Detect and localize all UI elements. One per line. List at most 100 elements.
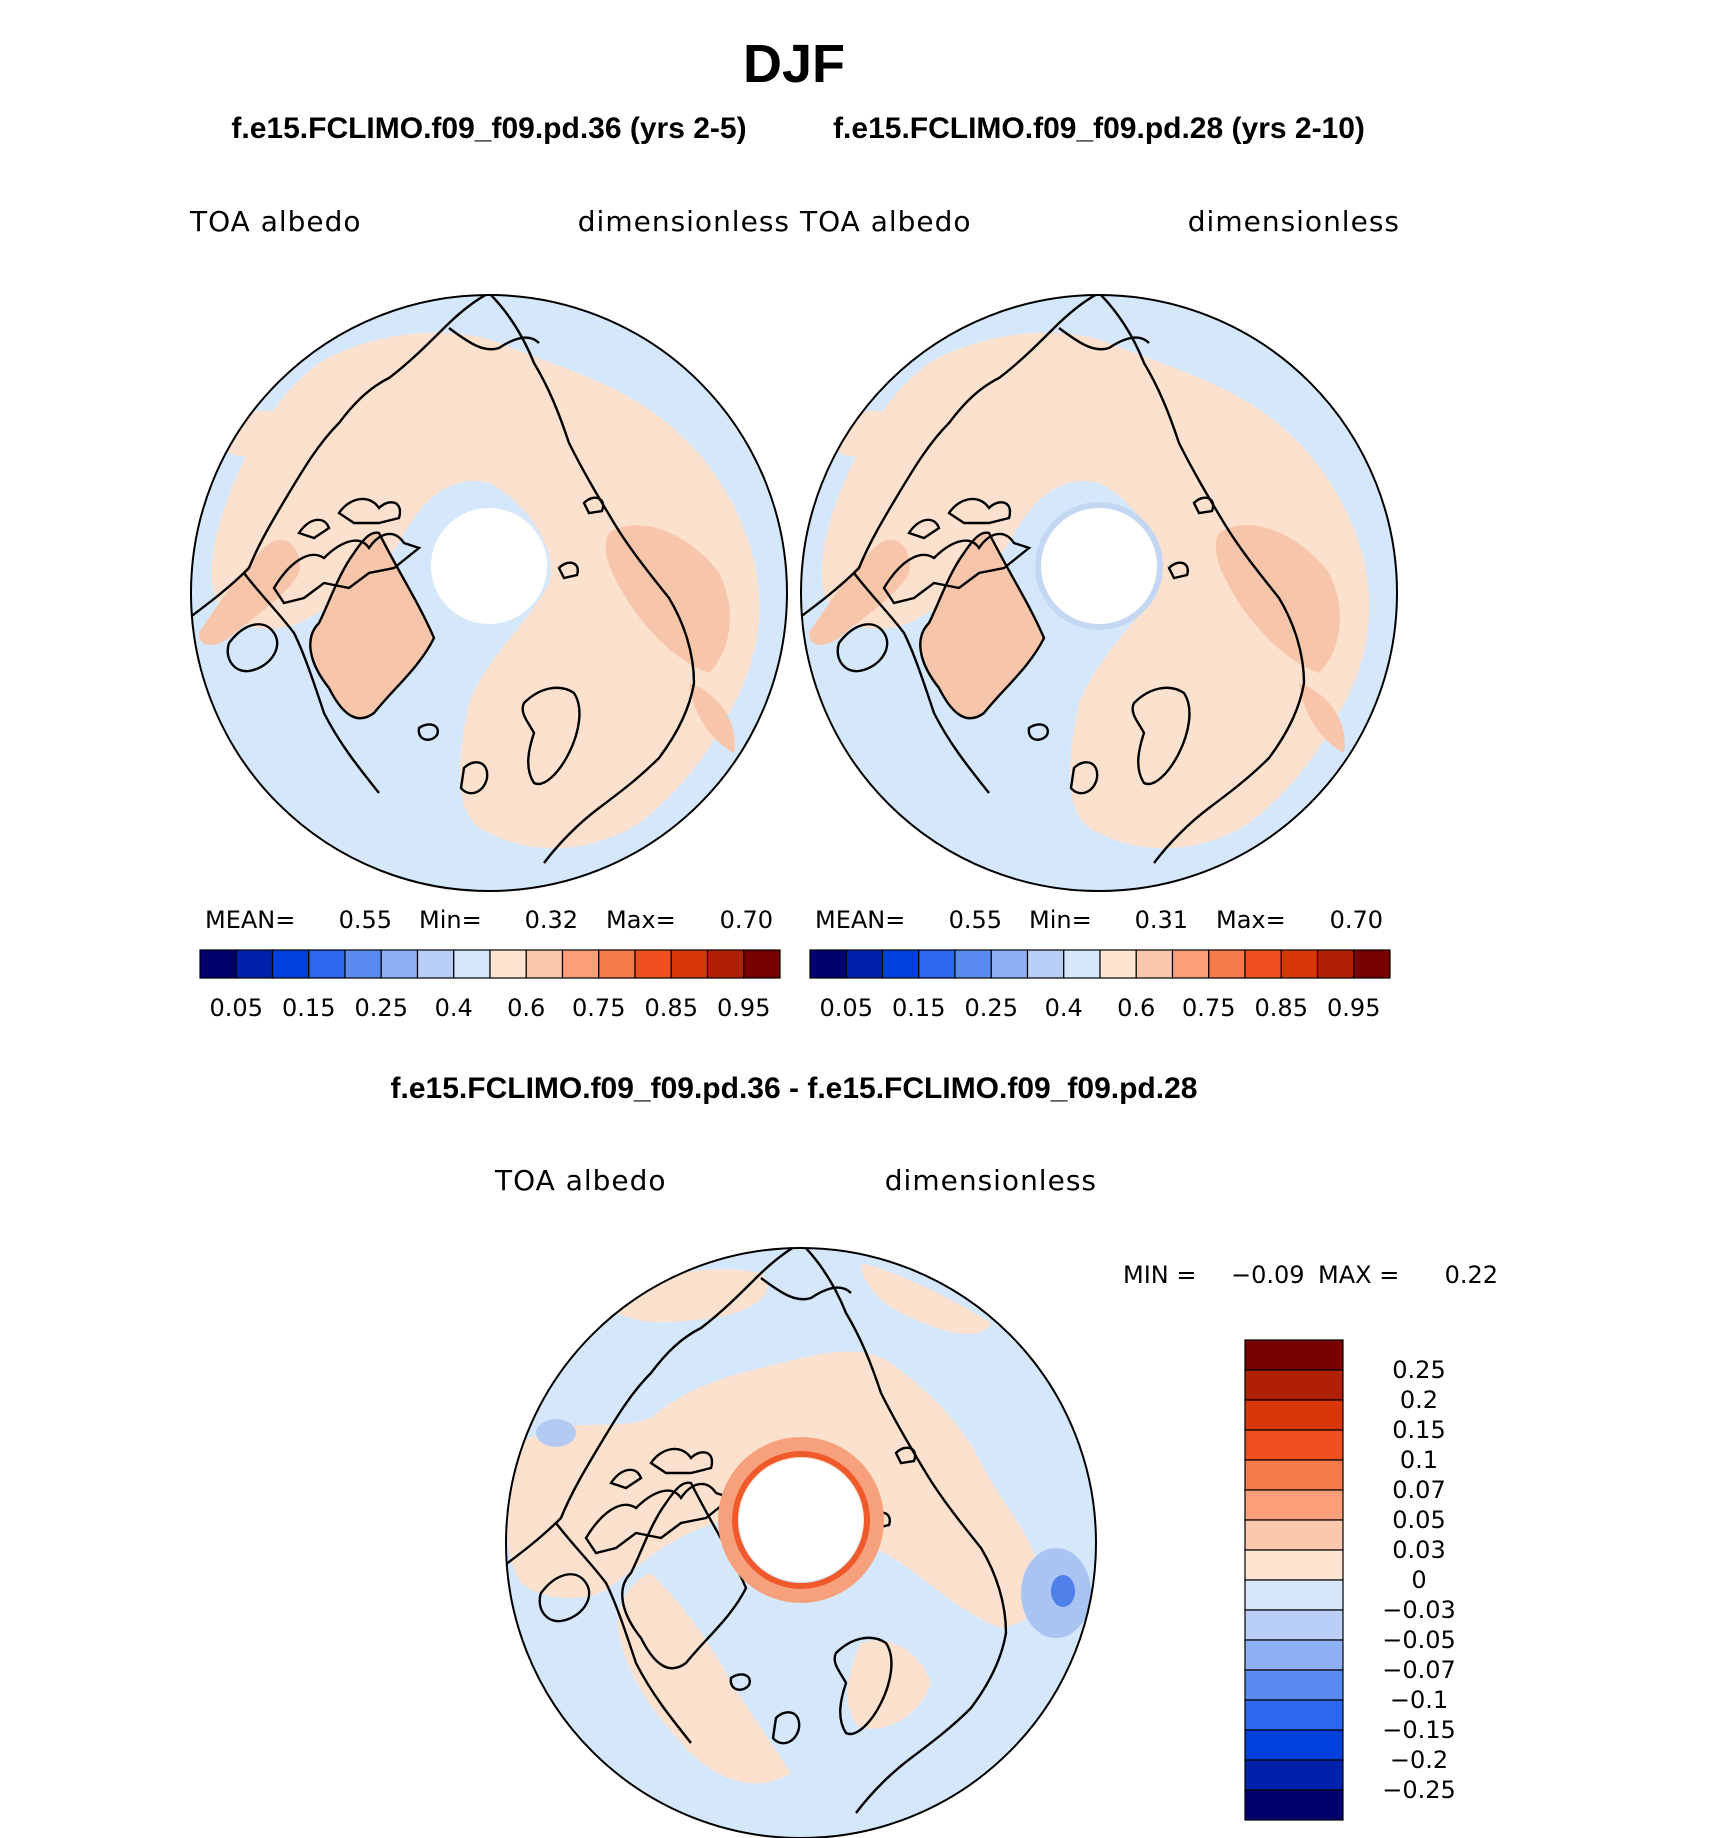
colorbar-swatch <box>1099 949 1137 979</box>
colorbar-swatch <box>1244 1429 1344 1461</box>
colorbar-tick-label: 0.85 <box>1255 994 1308 1022</box>
colorbar-tick-label: 0.25 <box>965 994 1018 1022</box>
panel-c-units: dimensionless <box>885 1164 1097 1197</box>
colorbar-swatch <box>1208 949 1246 979</box>
panel-a-min-label: Min= <box>419 906 482 934</box>
panel-c-max-value: 0.22 <box>1445 1261 1498 1289</box>
colorbar-swatch <box>235 949 274 979</box>
colorbar-swatch <box>598 949 636 979</box>
colorbar-swatch <box>1244 1699 1344 1731</box>
colorbar-tick-label: 0.75 <box>1182 994 1235 1022</box>
colorbar-tick-label: 0.25 <box>355 994 408 1022</box>
colorbar-swatch <box>743 949 781 979</box>
colorbar-swatch <box>1316 949 1355 979</box>
colorbar-swatch <box>809 949 847 979</box>
colorbar-swatch <box>525 949 564 979</box>
colorbar-tick-label: 0.05 <box>210 994 263 1022</box>
colorbar-tick-label: 0.2 <box>1400 1386 1438 1414</box>
colorbar-swatch <box>670 949 709 979</box>
colorbar-tick-label: 0.1 <box>1400 1446 1438 1474</box>
colorbar-tick-label: 0 <box>1411 1566 1426 1594</box>
panel-header-right: f.e15.FCLIMO.f09_f09.pd.28 (yrs 2-10) <box>833 112 1365 145</box>
colorbar-tick-label: 0.6 <box>507 994 545 1022</box>
colorbar-swatch <box>380 949 419 979</box>
colorbar-swatch <box>1244 1729 1344 1761</box>
panel-b-max-label: Max= <box>1216 906 1286 934</box>
colorbar-swatch <box>1244 1549 1344 1581</box>
colorbar-tick-label: 0.15 <box>282 994 335 1022</box>
panel-c-polar-gap <box>739 1458 863 1582</box>
panel-a-variable: TOA albedo <box>189 205 362 238</box>
colorbar-swatch <box>344 949 382 979</box>
panel-b-min-value: 0.31 <box>1135 906 1188 934</box>
colorbar-tick-label: 0.6 <box>1117 994 1155 1022</box>
colorbar-tick-label: 0.03 <box>1392 1536 1445 1564</box>
colorbar-swatch <box>489 949 527 979</box>
colorbar-tick-label: 0.15 <box>892 994 945 1022</box>
panel-c-map <box>506 1248 1096 1838</box>
colorbar-swatch <box>1244 1459 1344 1491</box>
colorbar-swatch <box>308 949 346 979</box>
colorbar-swatch <box>1244 1759 1344 1791</box>
panel-c-polar-ring-outer <box>718 1437 884 1603</box>
colorbar-swatch <box>1135 949 1174 979</box>
panel-a-colorbar: 0.05 0.15 0.25 0.4 0.6 0.75 0.85 0.95 <box>199 949 781 1022</box>
panel-b-min-label: Min= <box>1029 906 1092 934</box>
colorbar-tick-label: 0.25 <box>1392 1356 1445 1384</box>
colorbar-tick-label: −0.2 <box>1390 1746 1448 1774</box>
panel-a-map <box>191 295 787 891</box>
panel-c-max-label: MAX = <box>1318 1261 1399 1289</box>
colorbar-swatch <box>1244 1639 1344 1671</box>
panel-b-mean-value: 0.55 <box>949 906 1002 934</box>
panel-a-mean-label: MEAN= <box>205 906 295 934</box>
colorbar-swatch <box>271 949 310 979</box>
diff-header: f.e15.FCLIMO.f09_f09.pd.36 - f.e15.FCLIM… <box>391 1072 1198 1105</box>
panel-a-mean-value: 0.55 <box>339 906 392 934</box>
colorbar-swatch <box>453 949 491 979</box>
colorbar-tick-label: 0.85 <box>645 994 698 1022</box>
panel-c-polar-ring-inner <box>732 1451 870 1589</box>
colorbar-swatch <box>1244 1669 1344 1701</box>
colorbar-swatch <box>990 949 1029 979</box>
colorbar-swatch <box>634 949 672 979</box>
colorbar-tick-label: −0.1 <box>1390 1686 1448 1714</box>
colorbar-swatch <box>1244 1339 1344 1371</box>
colorbar-swatch <box>416 949 455 979</box>
colorbar-tick-label: −0.03 <box>1382 1596 1456 1624</box>
colorbar-tick-label: −0.07 <box>1382 1656 1456 1684</box>
colorbar-tick-label: 0.15 <box>1392 1416 1445 1444</box>
colorbar-swatch <box>918 949 956 979</box>
panel-b-map <box>801 295 1397 891</box>
panel-c-min-value: −0.09 <box>1231 1261 1305 1289</box>
panel-a-polar-gap <box>431 508 547 624</box>
panel-b-variable: TOA albedo <box>799 205 972 238</box>
panel-a-map-border <box>190 294 788 892</box>
panel-a-min-value: 0.32 <box>525 906 578 934</box>
colorbar-tick-label: 0.95 <box>1327 994 1380 1022</box>
panel-b-mean-label: MEAN= <box>815 906 905 934</box>
panel-c-colorbar: 0.250.20.150.10.070.050.030−0.03−0.05−0.… <box>1244 1339 1456 1821</box>
colorbar-swatch <box>1244 1609 1344 1641</box>
colorbar-tick-label: 0.07 <box>1392 1476 1445 1504</box>
panel-header-left: f.e15.FCLIMO.f09_f09.pd.36 (yrs 2-5) <box>231 112 746 145</box>
panel-b-max-value: 0.70 <box>1330 906 1383 934</box>
colorbar-swatch <box>199 949 237 979</box>
panel-a-units: dimensionless <box>578 205 790 238</box>
panel-a-max-label: Max= <box>606 906 676 934</box>
colorbar-swatch <box>1280 949 1319 979</box>
panel-c-variable: TOA albedo <box>494 1164 667 1197</box>
colorbar-swatch <box>1244 1399 1344 1431</box>
panel-b: TOA albedo dimensionless MEAN= 0.55 Min=… <box>799 205 1399 1022</box>
colorbar-swatch <box>1353 949 1391 979</box>
colorbar-tick-label: 0.4 <box>435 994 473 1022</box>
colorbar-swatch <box>954 949 992 979</box>
panel-c-map-border <box>505 1247 1097 1838</box>
colorbar-swatch <box>561 949 600 979</box>
colorbar-tick-label: 0.95 <box>717 994 770 1022</box>
colorbar-tick-label: 0.4 <box>1045 994 1083 1022</box>
colorbar-swatch <box>881 949 920 979</box>
colorbar-swatch <box>706 949 745 979</box>
colorbar-tick-label: 0.05 <box>1392 1506 1445 1534</box>
panel-b-map-border <box>800 294 1398 892</box>
